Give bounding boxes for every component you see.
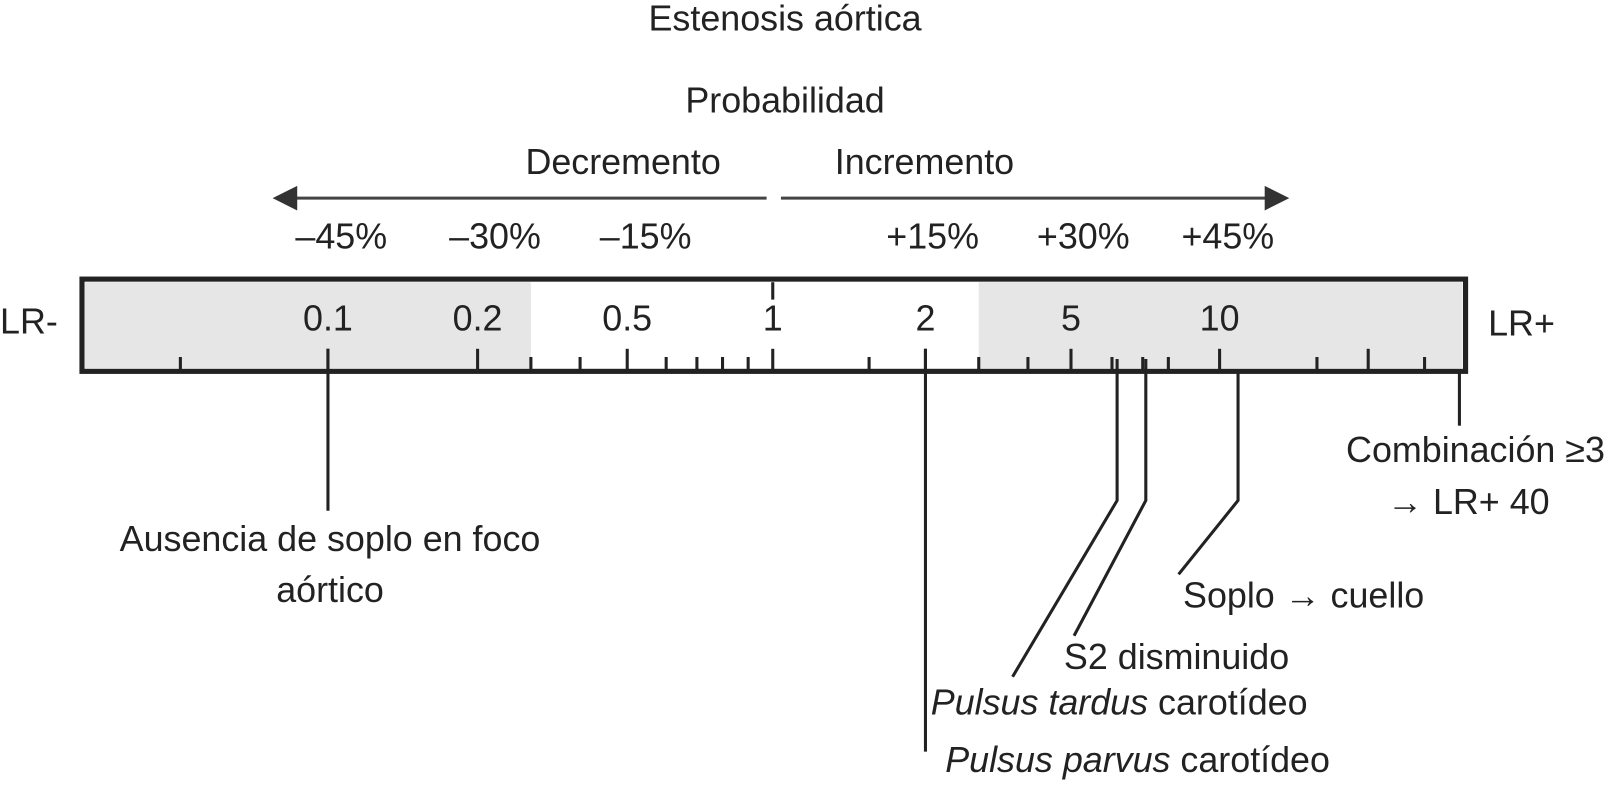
finding-rest: carotídeo — [1170, 740, 1329, 780]
finding-label: Pulsus parvus carotídeo — [945, 740, 1330, 780]
scale-label: 10 — [1200, 299, 1240, 339]
lr-plus-label: LR+ — [1488, 304, 1555, 344]
finding-label: Soplo → cuello — [1183, 575, 1424, 615]
increase-label: Incremento — [835, 142, 1014, 182]
leader-lines — [326, 348, 1461, 752]
finding-label: → LR+ 40 — [1387, 482, 1549, 522]
probability-label: Probabilidad — [685, 80, 884, 120]
scale-label: 0.2 — [453, 299, 503, 339]
finding-label: Pulsus tardus carotídeo — [931, 683, 1308, 723]
lr-minus-label: LR- — [0, 302, 58, 342]
finding-label: S2 disminuido — [1064, 637, 1289, 677]
scale-label: 0.5 — [602, 299, 652, 339]
scale-label: 0.1 — [303, 299, 353, 339]
percent-label: –45% — [295, 217, 387, 257]
percent-label: –30% — [449, 217, 541, 257]
finding-label: Combinación ≥3 — [1346, 430, 1605, 470]
finding-rest: carotídeo — [1148, 683, 1307, 723]
percent-label: –15% — [600, 217, 692, 257]
percent-label: +15% — [886, 217, 979, 257]
scale-bar — [79, 276, 1469, 374]
scale-label: 5 — [1061, 299, 1081, 339]
scale-label: 1 — [763, 299, 783, 339]
finding-label: aórtico — [276, 570, 384, 610]
direction-arrows — [272, 185, 1290, 211]
percent-label: +45% — [1181, 217, 1274, 257]
scale-label: 2 — [915, 299, 935, 339]
finding-italic: Pulsus parvus — [945, 740, 1170, 780]
finding-label: Ausencia de soplo en foco — [120, 519, 541, 559]
title: Estenosis aórtica — [649, 0, 922, 38]
decrease-label: Decremento — [525, 142, 720, 182]
percent-label: +30% — [1037, 217, 1130, 257]
finding-italic: Pulsus tardus — [931, 683, 1148, 723]
